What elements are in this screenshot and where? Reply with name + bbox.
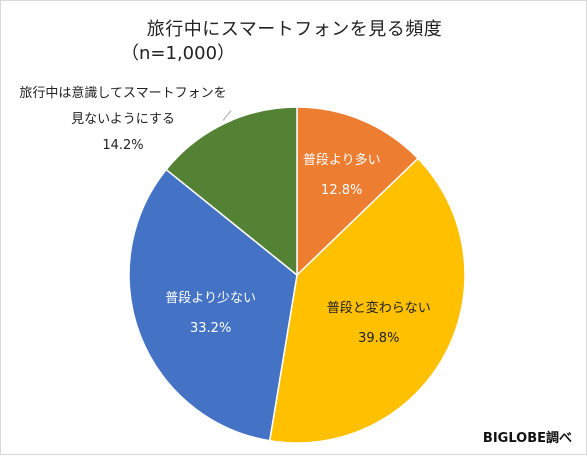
slice-label: 旅行中は意識してスマートフォンを [19,85,226,101]
slice-label: 見ないようにする [71,112,175,127]
slice-value-label: 14.2% [102,138,143,153]
slice-label: 普段より多い [303,152,381,168]
slice-label: 普段より少ない [165,291,256,306]
slice-value-label: 12.8% [321,183,362,198]
chart-title: 旅行中にスマートフォンを見る頻度 [146,19,443,40]
slice-label: 普段と変わらない [327,300,431,316]
source-credit: BIGLOBE調べ [482,431,572,446]
chart-subtitle: （n=1,000） [121,43,236,64]
slice-value-label: 39.8% [358,331,399,346]
leader-line [222,110,232,121]
pie-slice [165,106,298,277]
pie-slice [268,157,466,444]
pie-slice [296,106,420,277]
slice-value-label: 33.2% [190,321,231,336]
pie-slice [128,168,298,442]
